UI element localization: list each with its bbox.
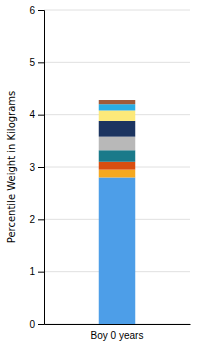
y-tick: 0	[29, 319, 44, 330]
y-tick: 5	[29, 57, 44, 68]
plot-area: 0 1 2 3 4 5 6 Boy 0 years	[29, 5, 190, 341]
y-tick-mark	[38, 62, 44, 63]
x-axis: Boy 0 years	[45, 324, 191, 341]
series	[99, 162, 136, 170]
bar-segment	[99, 104, 136, 110]
bar-segment	[99, 110, 136, 120]
y-tick-mark	[38, 324, 44, 325]
bars	[99, 100, 136, 324]
y-axis-title: Percentile Weight in Kilograms	[6, 91, 17, 244]
series	[99, 137, 136, 151]
y-tick-mark	[38, 10, 44, 11]
bar-segment	[99, 121, 136, 137]
y-tick-mark	[38, 219, 44, 220]
series	[99, 150, 136, 162]
y-tick: 4	[29, 109, 44, 120]
series	[99, 104, 136, 110]
y-tick-label: 6	[29, 5, 35, 16]
y-tick-mark	[38, 167, 44, 168]
series	[99, 121, 136, 137]
y-tick-label: 4	[29, 109, 35, 120]
series	[99, 177, 136, 324]
bar-segment	[99, 162, 136, 170]
y-tick-mark	[38, 272, 44, 273]
series	[99, 110, 136, 120]
series	[99, 170, 136, 178]
y-tick-label: 3	[29, 162, 35, 173]
bar-segment	[99, 177, 136, 324]
y-tick-label: 0	[29, 319, 35, 330]
y-tick: 1	[29, 266, 44, 277]
y-tick-label: 5	[29, 57, 35, 68]
y-axis-line	[38, 11, 45, 325]
y-tick-label: 2	[29, 214, 35, 225]
x-tick: Boy 0 years	[91, 324, 144, 341]
bar-segment	[99, 170, 136, 178]
chart: 0 1 2 3 4 5 6 Boy 0 years Percentile Weight in K…	[0, 0, 200, 350]
y-tick-label: 1	[29, 266, 35, 277]
grid	[44, 10, 190, 324]
x-axis-line	[45, 324, 191, 325]
y-axis: 0 1 2 3 4 5 6	[29, 5, 44, 330]
bar-segment	[99, 137, 136, 151]
grid-line	[44, 62, 190, 63]
y-tick: 3	[29, 162, 44, 173]
y-tick: 2	[29, 214, 44, 225]
bar-segment	[99, 100, 136, 104]
y-tick: 6	[29, 5, 44, 16]
y-tick-mark	[38, 115, 44, 116]
grid-line	[44, 10, 190, 11]
series	[99, 100, 136, 104]
bar-segment	[99, 150, 136, 162]
x-tick-label: Boy 0 years	[91, 330, 144, 341]
